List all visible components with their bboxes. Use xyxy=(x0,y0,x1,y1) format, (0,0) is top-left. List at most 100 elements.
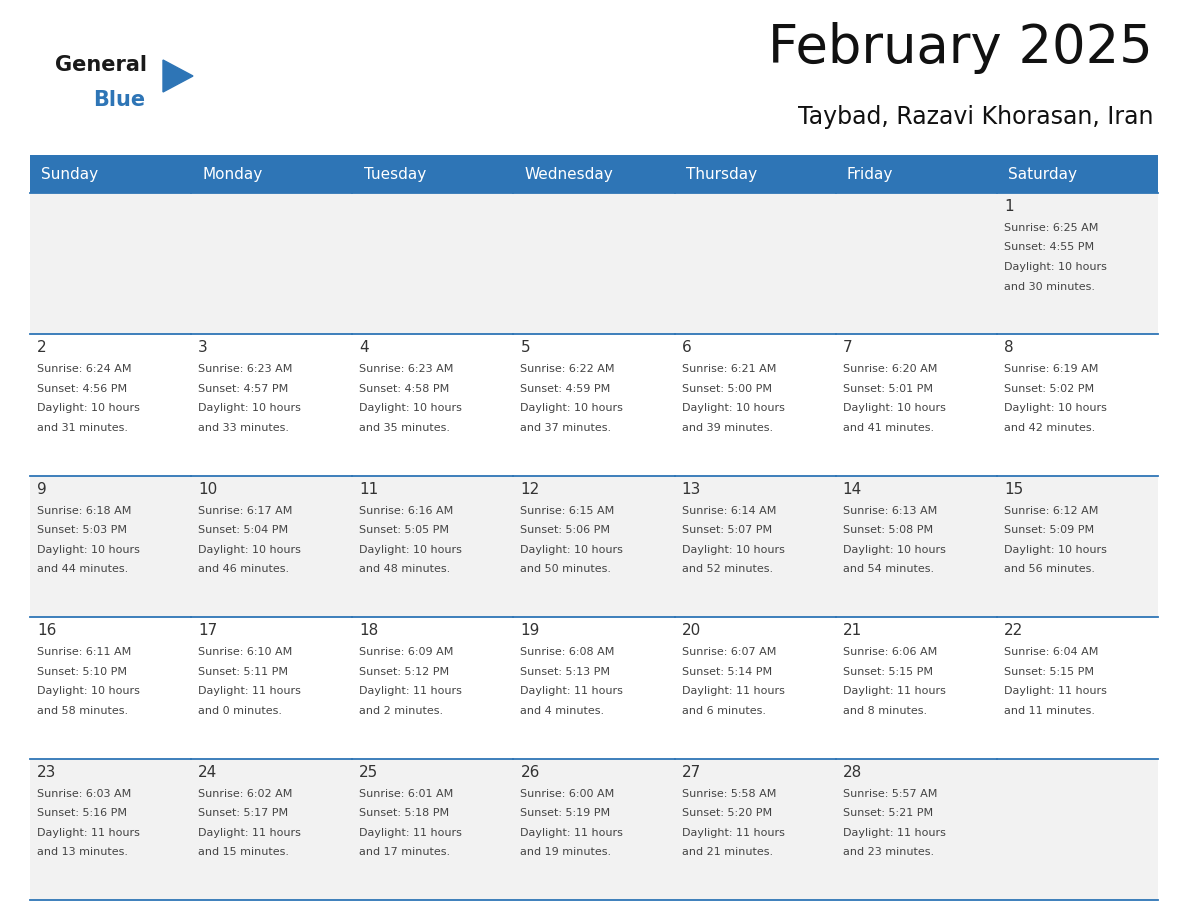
Text: 28: 28 xyxy=(842,765,862,779)
Text: and 15 minutes.: and 15 minutes. xyxy=(198,847,289,857)
Text: and 17 minutes.: and 17 minutes. xyxy=(359,847,450,857)
Bar xyxy=(353,476,513,617)
Text: Sunrise: 6:02 AM: Sunrise: 6:02 AM xyxy=(198,789,292,799)
Text: Daylight: 10 hours: Daylight: 10 hours xyxy=(359,403,462,413)
Text: Sunrise: 6:11 AM: Sunrise: 6:11 AM xyxy=(37,647,131,657)
Text: 15: 15 xyxy=(1004,482,1023,497)
Text: Daylight: 11 hours: Daylight: 11 hours xyxy=(198,828,301,837)
Text: Sunset: 5:06 PM: Sunset: 5:06 PM xyxy=(520,525,611,535)
Bar xyxy=(30,193,191,334)
Bar xyxy=(513,334,675,476)
Bar xyxy=(30,758,191,900)
Text: 5: 5 xyxy=(520,341,530,355)
Text: Sunset: 5:02 PM: Sunset: 5:02 PM xyxy=(1004,384,1094,394)
Text: Daylight: 11 hours: Daylight: 11 hours xyxy=(359,686,462,696)
Text: Sunset: 5:20 PM: Sunset: 5:20 PM xyxy=(682,808,772,818)
Bar xyxy=(513,155,675,193)
Text: Daylight: 10 hours: Daylight: 10 hours xyxy=(1004,544,1107,554)
Text: Sunrise: 6:22 AM: Sunrise: 6:22 AM xyxy=(520,364,615,375)
Text: Sunrise: 6:10 AM: Sunrise: 6:10 AM xyxy=(198,647,292,657)
Text: and 4 minutes.: and 4 minutes. xyxy=(520,706,605,716)
Text: Daylight: 10 hours: Daylight: 10 hours xyxy=(198,403,301,413)
Text: 6: 6 xyxy=(682,341,691,355)
Text: 13: 13 xyxy=(682,482,701,497)
Text: Sunrise: 6:01 AM: Sunrise: 6:01 AM xyxy=(359,789,454,799)
Bar xyxy=(997,476,1158,617)
Text: Daylight: 10 hours: Daylight: 10 hours xyxy=(37,686,140,696)
Text: and 33 minutes.: and 33 minutes. xyxy=(198,423,289,433)
Text: Sunset: 5:04 PM: Sunset: 5:04 PM xyxy=(198,525,289,535)
Text: Daylight: 10 hours: Daylight: 10 hours xyxy=(520,403,624,413)
Text: Taybad, Razavi Khorasan, Iran: Taybad, Razavi Khorasan, Iran xyxy=(797,105,1154,129)
Text: and 2 minutes.: and 2 minutes. xyxy=(359,706,443,716)
Text: and 0 minutes.: and 0 minutes. xyxy=(198,706,282,716)
Text: 12: 12 xyxy=(520,482,539,497)
Bar xyxy=(513,476,675,617)
Text: Daylight: 11 hours: Daylight: 11 hours xyxy=(1004,686,1107,696)
Text: Sunrise: 6:08 AM: Sunrise: 6:08 AM xyxy=(520,647,615,657)
Text: and 8 minutes.: and 8 minutes. xyxy=(842,706,927,716)
Text: 16: 16 xyxy=(37,623,56,638)
Text: Sunset: 5:19 PM: Sunset: 5:19 PM xyxy=(520,808,611,818)
Text: Sunrise: 6:13 AM: Sunrise: 6:13 AM xyxy=(842,506,937,516)
Text: 23: 23 xyxy=(37,765,56,779)
Text: General: General xyxy=(55,55,147,75)
Text: Sunset: 4:59 PM: Sunset: 4:59 PM xyxy=(520,384,611,394)
Text: Monday: Monday xyxy=(202,166,263,182)
Text: and 50 minutes.: and 50 minutes. xyxy=(520,565,612,575)
Text: and 41 minutes.: and 41 minutes. xyxy=(842,423,934,433)
Text: and 11 minutes.: and 11 minutes. xyxy=(1004,706,1095,716)
Text: Sunrise: 6:19 AM: Sunrise: 6:19 AM xyxy=(1004,364,1098,375)
Text: and 44 minutes.: and 44 minutes. xyxy=(37,565,128,575)
Text: 3: 3 xyxy=(198,341,208,355)
Text: Sunrise: 6:12 AM: Sunrise: 6:12 AM xyxy=(1004,506,1098,516)
Bar xyxy=(997,155,1158,193)
Text: Thursday: Thursday xyxy=(685,166,757,182)
Text: Sunset: 5:11 PM: Sunset: 5:11 PM xyxy=(198,666,289,677)
Text: Daylight: 10 hours: Daylight: 10 hours xyxy=(520,544,624,554)
Text: Daylight: 10 hours: Daylight: 10 hours xyxy=(198,544,301,554)
Text: Daylight: 10 hours: Daylight: 10 hours xyxy=(1004,262,1107,272)
Text: Daylight: 11 hours: Daylight: 11 hours xyxy=(682,686,784,696)
Text: Sunset: 5:00 PM: Sunset: 5:00 PM xyxy=(682,384,771,394)
Bar xyxy=(191,334,353,476)
Text: Sunset: 5:10 PM: Sunset: 5:10 PM xyxy=(37,666,127,677)
Bar xyxy=(997,334,1158,476)
Text: Sunrise: 6:14 AM: Sunrise: 6:14 AM xyxy=(682,506,776,516)
Text: Sunrise: 5:58 AM: Sunrise: 5:58 AM xyxy=(682,789,776,799)
Text: Sunset: 4:56 PM: Sunset: 4:56 PM xyxy=(37,384,127,394)
Text: Friday: Friday xyxy=(847,166,893,182)
Bar xyxy=(353,193,513,334)
Text: 26: 26 xyxy=(520,765,539,779)
Bar xyxy=(675,334,835,476)
Bar xyxy=(835,334,997,476)
Text: and 30 minutes.: and 30 minutes. xyxy=(1004,282,1095,292)
Bar xyxy=(353,155,513,193)
Bar xyxy=(191,617,353,758)
Text: Daylight: 10 hours: Daylight: 10 hours xyxy=(842,544,946,554)
Text: and 31 minutes.: and 31 minutes. xyxy=(37,423,128,433)
Bar xyxy=(30,334,191,476)
Text: 20: 20 xyxy=(682,623,701,638)
Bar xyxy=(835,617,997,758)
Text: Sunset: 5:03 PM: Sunset: 5:03 PM xyxy=(37,525,127,535)
Text: Sunset: 5:17 PM: Sunset: 5:17 PM xyxy=(198,808,289,818)
Bar xyxy=(191,758,353,900)
Text: Sunrise: 6:16 AM: Sunrise: 6:16 AM xyxy=(359,506,454,516)
Text: 8: 8 xyxy=(1004,341,1013,355)
Text: Sunset: 5:18 PM: Sunset: 5:18 PM xyxy=(359,808,449,818)
Text: and 58 minutes.: and 58 minutes. xyxy=(37,706,128,716)
Text: Sunset: 4:55 PM: Sunset: 4:55 PM xyxy=(1004,242,1094,252)
Text: Daylight: 11 hours: Daylight: 11 hours xyxy=(198,686,301,696)
Text: Tuesday: Tuesday xyxy=(364,166,425,182)
Text: Sunset: 5:16 PM: Sunset: 5:16 PM xyxy=(37,808,127,818)
Text: 21: 21 xyxy=(842,623,862,638)
Text: Daylight: 10 hours: Daylight: 10 hours xyxy=(359,544,462,554)
Text: Sunrise: 6:24 AM: Sunrise: 6:24 AM xyxy=(37,364,132,375)
Text: Saturday: Saturday xyxy=(1009,166,1078,182)
Text: Sunrise: 6:07 AM: Sunrise: 6:07 AM xyxy=(682,647,776,657)
Bar xyxy=(513,193,675,334)
Text: Sunset: 4:58 PM: Sunset: 4:58 PM xyxy=(359,384,449,394)
Text: and 35 minutes.: and 35 minutes. xyxy=(359,423,450,433)
Bar xyxy=(675,617,835,758)
